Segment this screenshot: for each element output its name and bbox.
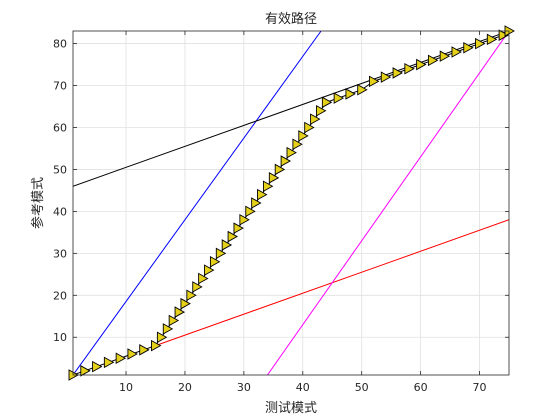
path-point [404, 62, 415, 75]
y-tick-label: 30 [53, 247, 67, 260]
path-point [245, 205, 256, 218]
path-point [321, 96, 333, 109]
path-point [257, 188, 268, 201]
path-point [416, 58, 427, 71]
path-point [316, 104, 327, 117]
x-tick-label: 10 [119, 381, 133, 394]
path-point [262, 180, 274, 192]
path-point [451, 46, 462, 58]
axes-box [72, 30, 510, 376]
y-axis-label: 参考模式 [30, 177, 46, 229]
path-point [427, 54, 439, 67]
path-point [392, 67, 403, 79]
x-tick-label: 20 [178, 381, 192, 394]
path-point [174, 306, 185, 318]
path-point [239, 214, 250, 226]
path-point [357, 83, 368, 96]
path-point [139, 344, 150, 356]
path-point [233, 222, 244, 234]
path-point [192, 281, 203, 293]
y-tick-label: 60 [53, 121, 67, 134]
path-point [486, 33, 498, 46]
path-point [209, 255, 221, 268]
grid-lines [73, 31, 509, 375]
path-point [475, 37, 486, 50]
path-point [162, 323, 174, 335]
path-point [333, 92, 345, 104]
path-point [168, 314, 180, 327]
x-tick-label: 50 [355, 381, 369, 394]
path-point [274, 163, 286, 176]
path-point [345, 88, 356, 100]
y-tick-label: 50 [53, 163, 67, 176]
path-point [115, 352, 127, 364]
path-point [251, 197, 262, 209]
x-tick-label: 60 [414, 381, 428, 394]
path-point [369, 75, 380, 88]
path-point [151, 339, 162, 352]
path-point [439, 50, 451, 62]
reference-lines [73, 31, 509, 375]
path-point [103, 356, 115, 369]
x-axis-label: 测试模式 [265, 401, 317, 416]
path-point [280, 155, 292, 167]
path-point [286, 146, 297, 159]
path-point [92, 360, 103, 373]
x-tick-label: 30 [237, 381, 251, 394]
path-point [156, 331, 168, 344]
chart-title: 有效路径 [265, 11, 317, 27]
path-point [498, 29, 510, 41]
path-point [198, 272, 209, 285]
path-point [463, 42, 474, 54]
x-axis-ticks: 10 20 30 40 50 60 70 [119, 31, 487, 394]
x-tick-label: 70 [473, 381, 487, 394]
path-point [221, 239, 233, 251]
path-point [298, 130, 309, 142]
y-tick-label: 40 [53, 205, 67, 218]
warping-path [68, 25, 515, 381]
path-point [180, 297, 191, 310]
y-tick-label: 70 [53, 80, 67, 93]
plot-area [73, 31, 509, 375]
reference-line [73, 31, 509, 187]
path-point [268, 172, 280, 184]
reference-line [267, 31, 509, 375]
path-point [310, 113, 321, 125]
y-tick-label: 80 [53, 38, 67, 51]
path-point [204, 264, 215, 276]
y-axis-ticks: 10 20 30 40 50 60 70 80 [53, 38, 509, 344]
path-point [292, 138, 303, 151]
path-point [186, 289, 197, 302]
path-point [380, 71, 392, 83]
path-point [215, 247, 227, 260]
y-tick-label: 20 [53, 289, 67, 302]
path-point [127, 348, 138, 360]
y-tick-label: 10 [53, 331, 67, 344]
path-point [227, 230, 239, 243]
x-tick-label: 40 [296, 381, 310, 394]
path-point [304, 121, 315, 134]
reference-line [73, 31, 322, 375]
path-point [80, 365, 91, 377]
